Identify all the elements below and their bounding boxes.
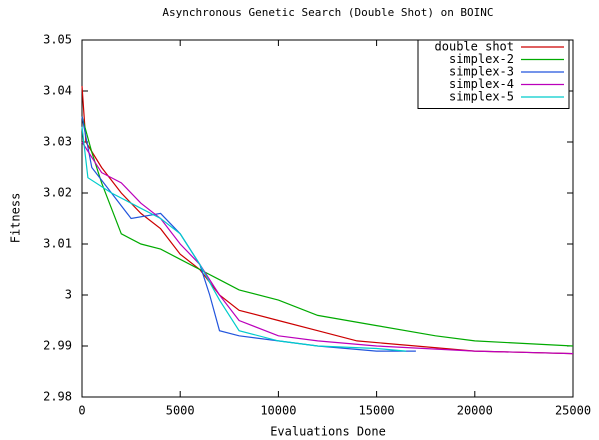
legend-label: simplex-4 — [449, 77, 514, 91]
y-tick-label: 2.99 — [43, 339, 72, 353]
y-tick-label: 3.02 — [43, 186, 72, 200]
series-line — [81, 116, 574, 347]
chart-title: Asynchronous Genetic Search (Double Shot… — [162, 6, 493, 19]
legend-label: simplex-3 — [449, 65, 514, 79]
series-line — [81, 85, 574, 355]
y-tick-label: 3.04 — [43, 84, 72, 98]
series-line — [81, 126, 407, 352]
x-tick-label: 20000 — [457, 404, 493, 418]
y-tick-label: 3.05 — [43, 33, 72, 47]
y-tick-label: 2.98 — [43, 390, 72, 404]
x-tick-label: 25000 — [555, 404, 591, 418]
legend-label: simplex-5 — [449, 90, 514, 104]
y-axis-label: Fitness — [9, 193, 23, 244]
series-line — [81, 116, 416, 352]
y-tick-label: 3 — [65, 288, 72, 302]
legend-label: simplex-2 — [449, 52, 514, 66]
x-axis-label: Evaluations Done — [270, 425, 386, 439]
x-tick-label: 15000 — [359, 404, 395, 418]
y-tick-label: 3.01 — [43, 237, 72, 251]
x-tick-label: 0 — [78, 404, 85, 418]
legend-label: double shot — [435, 40, 514, 54]
x-tick-label: 10000 — [260, 404, 296, 418]
plot-frame — [81, 39, 574, 398]
y-tick-label: 3.03 — [43, 135, 72, 149]
x-tick-label: 5000 — [166, 404, 195, 418]
